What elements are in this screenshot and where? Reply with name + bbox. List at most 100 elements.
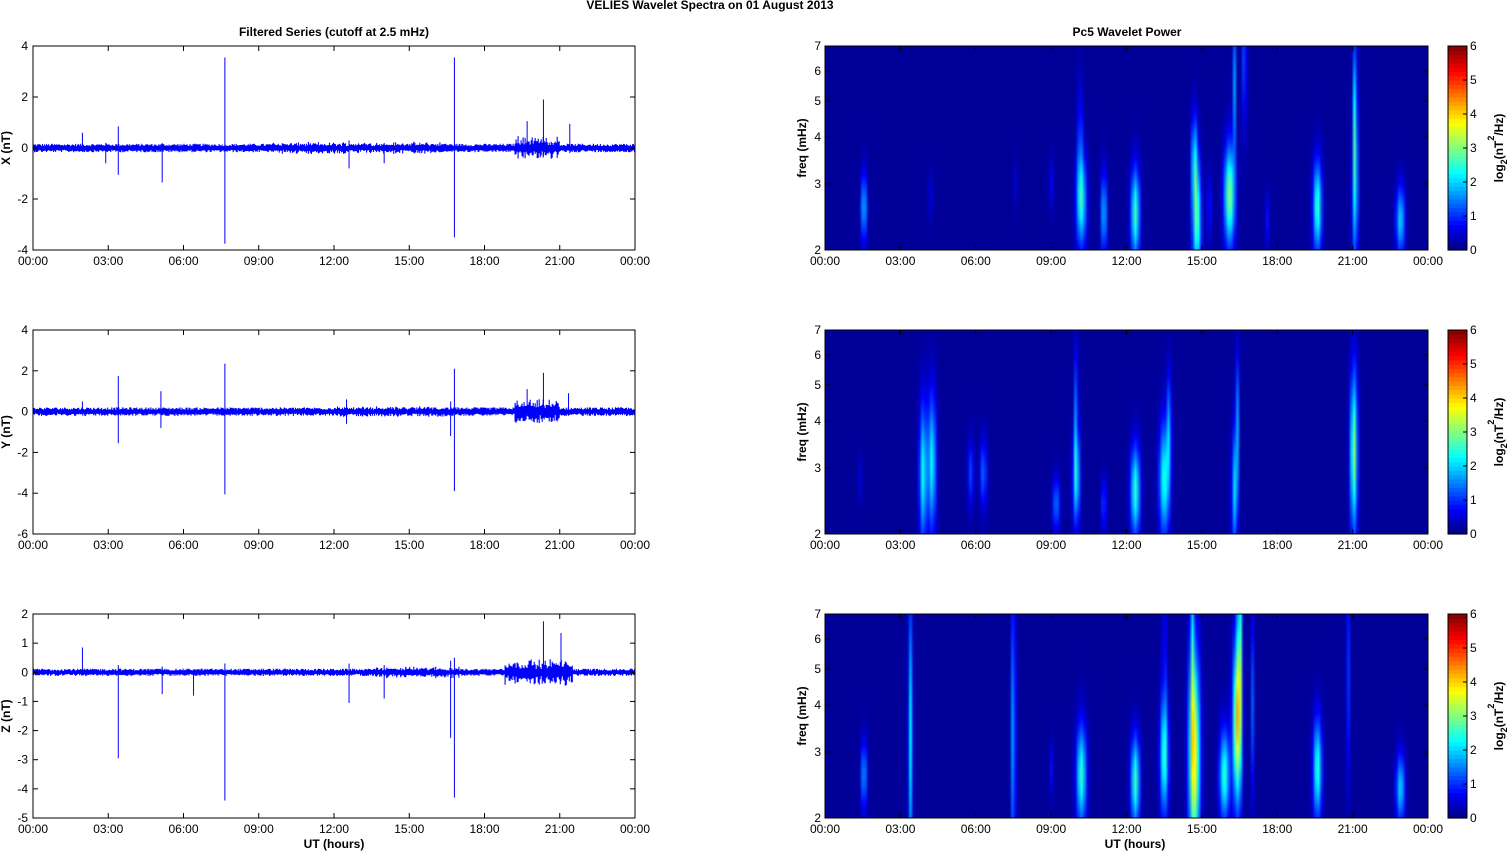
colorbar-swatch [1448, 521, 1467, 527]
colorbar-swatch [1448, 754, 1467, 760]
colorbar-tick-label: 4 [1470, 107, 1477, 121]
ytick-label: -4 [17, 486, 28, 500]
spec-xtick-label: 06:00 [961, 822, 991, 836]
colorbar: 0 1 2 3 4 5 6 log2(nT2/Hz) [1447, 607, 1509, 825]
colorbar-swatch [1448, 500, 1467, 505]
plot-area [33, 614, 635, 818]
ts-xtick-label: 00:00 [620, 822, 650, 836]
colorbar-swatch [1448, 359, 1467, 365]
colorbar-tick-label: 1 [1470, 209, 1477, 223]
colorbar-swatch [1448, 690, 1467, 696]
colorbar-swatch [1448, 440, 1467, 446]
colorbar-swatch [1448, 750, 1467, 755]
colorbar-swatch [1448, 105, 1467, 111]
colorbar-swatch [1448, 156, 1467, 162]
colorbar-swatch [1448, 347, 1467, 352]
ytick-label: 4 [814, 698, 821, 712]
ytick-label: 0 [21, 405, 28, 419]
ytick-label: 3 [814, 177, 821, 191]
ts-xtick-label: 12:00 [319, 254, 349, 268]
colorbar-swatch [1448, 402, 1467, 408]
spec-xtick-label: 12:00 [1111, 538, 1141, 552]
ts-xtick-label: 18:00 [469, 538, 499, 552]
colorbar-swatch [1448, 75, 1467, 81]
colorbar-swatch [1448, 436, 1467, 442]
colorbar-swatch [1448, 143, 1467, 149]
spec-xtick-label: 06:00 [961, 538, 991, 552]
spec-xtick-label: 09:00 [1036, 822, 1066, 836]
colorbar-swatch [1448, 779, 1467, 785]
colorbar-swatch [1448, 483, 1467, 488]
ytick-label: 4 [21, 39, 28, 53]
time-series-panels: -4 -2 0 2 4 00:00 03:00 06:00 09:00 12:00 15:00 18:… [0, 39, 650, 836]
colorbar-swatch [1448, 190, 1467, 196]
ytick-label: 2 [21, 607, 28, 621]
ylabel-x: X (nT) [0, 131, 13, 165]
colorbar-swatch [1448, 152, 1467, 158]
ytick-label: 0 [21, 141, 28, 155]
colorbar-swatch [1448, 207, 1467, 213]
spec-xtick-label: 03:00 [885, 254, 915, 268]
ts-xtick-label: 09:00 [244, 538, 274, 552]
ylabel-z: Z (nT) [0, 699, 13, 732]
colorbar-swatch [1448, 733, 1467, 738]
colorbar-swatch [1448, 177, 1467, 183]
colorbar-swatch [1448, 784, 1467, 789]
colorbar-tick-label: 4 [1470, 675, 1477, 689]
figure-title: VELIES Wavelet Spectra on 01 August 2013 [586, 0, 834, 12]
ytick-label: -2 [17, 445, 28, 459]
colorbar-swatch [1448, 376, 1467, 382]
ytick-label: 5 [814, 662, 821, 676]
ytick-label: 0 [21, 665, 28, 679]
spec-xtick-label: 03:00 [885, 538, 915, 552]
spec-xtick-label: 12:00 [1111, 822, 1141, 836]
ts-xtick-label: 00:00 [18, 254, 48, 268]
colorbar-swatch [1448, 135, 1467, 141]
colorbar-tick-label: 6 [1470, 323, 1477, 337]
colorbar-swatch [1448, 525, 1467, 531]
ytick-label: 4 [814, 130, 821, 144]
colorbar-swatch [1448, 631, 1467, 636]
ytick-label: -1 [17, 694, 28, 708]
ts-xtick-label: 21:00 [545, 254, 575, 268]
colorbar-swatch [1448, 338, 1467, 344]
colorbar-tick-label: 5 [1470, 73, 1477, 87]
ytick-label: 6 [814, 348, 821, 362]
ytick-label: -5 [17, 811, 28, 825]
ts-xtick-label: 00:00 [18, 538, 48, 552]
colorbar-tick-label: 0 [1470, 243, 1477, 257]
colorbar-tick-label: 5 [1470, 641, 1477, 655]
colorbar-tick-label: 3 [1470, 141, 1477, 155]
colorbar-swatch [1448, 673, 1467, 679]
spectrum-panel-y: 2 3 4 5 6 7 00:00 03:00 06:00 09:00 12:00 15:00 18:0… [795, 323, 1509, 552]
colorbar-swatch [1448, 381, 1467, 386]
colorbar-swatch [1448, 656, 1467, 662]
ts-xtick-label: 06:00 [168, 254, 198, 268]
timeseries-panel-y: -6 -4 -2 0 2 4 00:00 03:00 06:00 09:00 12:00 15:00 1… [0, 323, 650, 552]
colorbar-swatch [1448, 393, 1467, 399]
colorbar-tick-label: 0 [1470, 811, 1477, 825]
plot-area [33, 330, 635, 534]
colorbar-swatch [1448, 165, 1467, 170]
colorbar-swatch [1448, 330, 1467, 335]
right-column-title: Pc5 Wavelet Power [1073, 25, 1182, 39]
colorbar-swatch [1448, 355, 1467, 361]
colorbar-swatch [1448, 703, 1467, 709]
colorbar-swatch [1448, 203, 1467, 209]
colorbar-swatch [1448, 368, 1467, 374]
ytick-label: 2 [814, 811, 821, 825]
spec-xtick-label: 00:00 [810, 254, 840, 268]
colorbar-swatch [1448, 682, 1467, 687]
colorbar-swatch [1448, 88, 1467, 94]
colorbar-swatch [1448, 228, 1467, 234]
spec-xtick-label: 15:00 [1187, 822, 1217, 836]
ts-xtick-label: 21:00 [545, 538, 575, 552]
colorbar-swatch [1448, 711, 1467, 717]
ts-xtick-label: 00:00 [620, 254, 650, 268]
spec-xtick-label: 00:00 [1413, 254, 1443, 268]
colorbar-swatch [1448, 809, 1467, 815]
colorbar-swatch [1448, 792, 1467, 798]
colorbar-swatch [1448, 805, 1467, 811]
spec-xtick-label: 00:00 [1413, 538, 1443, 552]
colorbar-swatch [1448, 84, 1467, 90]
